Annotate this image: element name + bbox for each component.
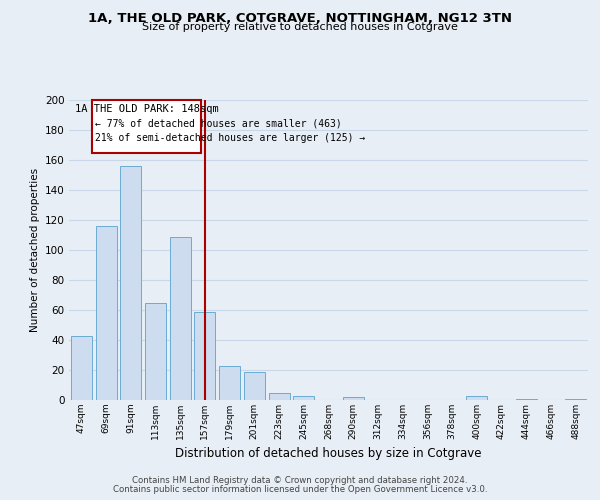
Text: Size of property relative to detached houses in Cotgrave: Size of property relative to detached ho… [142,22,458,32]
X-axis label: Distribution of detached houses by size in Cotgrave: Distribution of detached houses by size … [175,448,482,460]
Bar [565,398,586,400]
Bar [194,312,215,400]
Text: 21% of semi-detached houses are larger (125) →: 21% of semi-detached houses are larger (… [95,133,365,143]
Bar [516,398,537,400]
Text: 1A, THE OLD PARK, COTGRAVE, NOTTINGHAM, NG12 3TN: 1A, THE OLD PARK, COTGRAVE, NOTTINGHAM, … [88,12,512,26]
Bar [71,336,92,400]
Y-axis label: Number of detached properties: Number of detached properties [29,168,40,332]
Text: Contains public sector information licensed under the Open Government Licence v3: Contains public sector information licen… [113,485,487,494]
Bar [269,392,290,400]
Text: Contains HM Land Registry data © Crown copyright and database right 2024.: Contains HM Land Registry data © Crown c… [132,476,468,485]
Bar [343,397,364,400]
Bar [293,396,314,400]
Bar [120,166,141,400]
Text: ← 77% of detached houses are smaller (463): ← 77% of detached houses are smaller (46… [95,118,342,128]
Bar [244,372,265,400]
Bar [95,226,116,400]
Bar [145,302,166,400]
Bar [170,236,191,400]
Bar [466,396,487,400]
Bar [219,366,240,400]
Text: 1A THE OLD PARK: 148sqm: 1A THE OLD PARK: 148sqm [75,104,219,115]
Bar [92,100,201,152]
